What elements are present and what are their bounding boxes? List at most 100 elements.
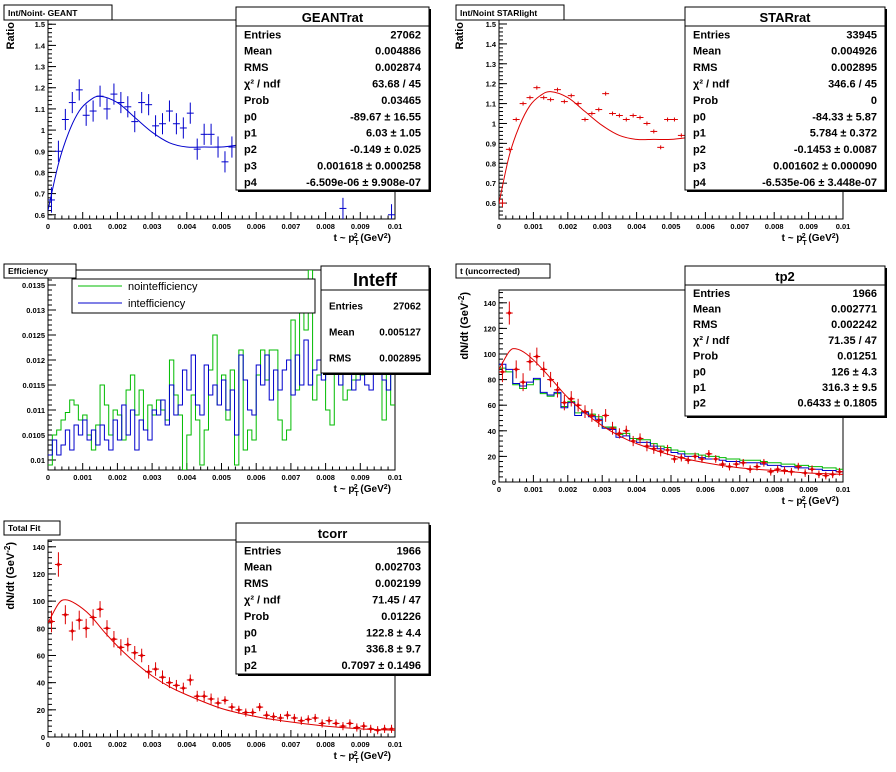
data-point <box>103 98 111 120</box>
data-point <box>61 108 69 131</box>
x-axis-label: t ~ pT2 (GeV2) <box>334 751 391 765</box>
y-axis: 0 20 40 60 80 100 120 140 <box>32 540 56 742</box>
data-point <box>256 703 264 712</box>
stats-value: 0.002242 <box>831 319 877 331</box>
stats-value: 0.001602 ± 0.000090 <box>773 161 877 173</box>
x-tick-label: 0.005 <box>662 222 681 231</box>
x-tick-label: 0.006 <box>247 740 266 749</box>
stats-frame <box>684 265 886 417</box>
stats-label: Entries <box>693 29 730 41</box>
data-layer <box>48 79 395 219</box>
y-tick-label: 0.8 <box>486 159 496 168</box>
y-tick-label: 80 <box>37 624 45 633</box>
data-point <box>346 719 354 728</box>
point-marker <box>117 644 124 651</box>
x-label-unit-sup: 2 <box>384 484 388 491</box>
point-marker <box>802 470 809 477</box>
data-point <box>89 100 97 122</box>
point-marker <box>630 438 637 445</box>
data-point <box>48 187 55 213</box>
point-marker <box>305 716 312 723</box>
y-label-close: ) <box>459 292 471 296</box>
x-tick-label: 0.006 <box>696 485 715 494</box>
data-point <box>318 719 326 728</box>
stats-label: p4 <box>244 177 258 189</box>
stats-label: Mean <box>329 328 355 339</box>
y-tick-label: 0.0135 <box>22 281 45 290</box>
stats-title: tcorr <box>318 526 348 541</box>
data-point <box>512 360 520 379</box>
stats-label: Entries <box>329 302 363 313</box>
point-marker <box>270 713 277 720</box>
data-point <box>165 100 173 122</box>
y-axis: 0.01 0.0105 0.011 0.0115 0.012 0.0125 0.013 0.0… <box>22 269 56 466</box>
x-tick-label: 0.008 <box>765 485 784 494</box>
stats-title: GEANTrat <box>302 10 364 25</box>
y-tick-label: 80 <box>488 376 496 385</box>
point-marker <box>291 714 298 721</box>
data-point <box>304 715 312 724</box>
x-tick-label: 0.002 <box>558 222 577 231</box>
data-point <box>636 115 644 120</box>
data-point <box>68 91 76 114</box>
data-point <box>794 462 802 471</box>
data-point <box>533 347 541 366</box>
x-tick-label: 0.001 <box>73 740 92 749</box>
x-label-unit-sup: 2 <box>832 496 836 503</box>
data-point <box>159 670 166 685</box>
stats-value: 63.68 / 45 <box>372 79 421 91</box>
data-point <box>787 467 795 476</box>
stats-label: p2 <box>693 398 706 410</box>
point-marker <box>754 463 760 470</box>
stats-label: Prob <box>693 351 718 363</box>
stats-label: p2 <box>244 660 257 672</box>
data-point <box>664 444 671 456</box>
data-point <box>829 470 837 479</box>
point-marker <box>339 723 346 730</box>
point-marker <box>726 463 733 470</box>
data-point <box>110 631 118 648</box>
x-tick-label: 0.001 <box>73 222 92 231</box>
point-marker <box>499 368 506 375</box>
point-marker <box>152 666 159 673</box>
stats-value: 0.005127 <box>379 328 421 339</box>
panel-p1: 0 0.001 0.002 0.003 0.004 0.005 0.006 0.007 0.00… <box>3 4 431 247</box>
y-tick-label: 40 <box>37 679 45 688</box>
data-point <box>75 610 83 630</box>
data-point <box>595 414 603 427</box>
data-point <box>664 117 671 122</box>
x-axis: 0 0.001 0.002 0.003 0.004 0.005 0.006 0.007 0.00… <box>46 463 402 482</box>
x-tick-label: 0.01 <box>836 485 851 494</box>
stats-frame <box>235 6 430 191</box>
x-axis: 0 0.001 0.002 0.003 0.004 0.005 0.006 0.007 0.00… <box>46 730 402 749</box>
data-point <box>75 79 83 101</box>
x-axis-label: t ~ pT2 (GeV2) <box>782 233 839 247</box>
data-point <box>242 708 250 717</box>
x-axis-label: t ~ pT2 (GeV2) <box>334 484 391 498</box>
data-layer <box>499 85 689 208</box>
stats-value: 1966 <box>397 545 421 557</box>
point-marker <box>159 674 166 681</box>
stats-value: 0.7097 ± 0.1496 <box>342 660 421 672</box>
point-marker <box>822 472 829 479</box>
data-point <box>643 121 651 126</box>
x-tick-label: 0.01 <box>388 473 403 482</box>
panel-p3: 0 0.001 0.002 0.003 0.004 0.005 0.006 0.007 0.00… <box>3 263 431 498</box>
y-tick-label: 120 <box>32 570 45 579</box>
point-marker <box>781 467 788 474</box>
stats-box: Inteff Entries 27062 Mean 0.005127 RMS 0.00289… <box>320 265 431 375</box>
stats-label: p0 <box>693 111 706 123</box>
x-label-unit: (GeV <box>358 233 384 244</box>
stats-label: Entries <box>693 288 730 300</box>
data-point <box>325 716 333 725</box>
point-marker <box>719 461 726 468</box>
data-point <box>297 716 305 725</box>
point-marker <box>83 625 90 632</box>
point-marker <box>298 717 305 724</box>
data-point <box>152 662 160 676</box>
point-marker <box>69 628 76 635</box>
data-point <box>186 102 194 124</box>
data-point <box>138 648 146 663</box>
x-label-unit-sup: 2 <box>832 233 836 240</box>
point-marker <box>228 704 235 711</box>
